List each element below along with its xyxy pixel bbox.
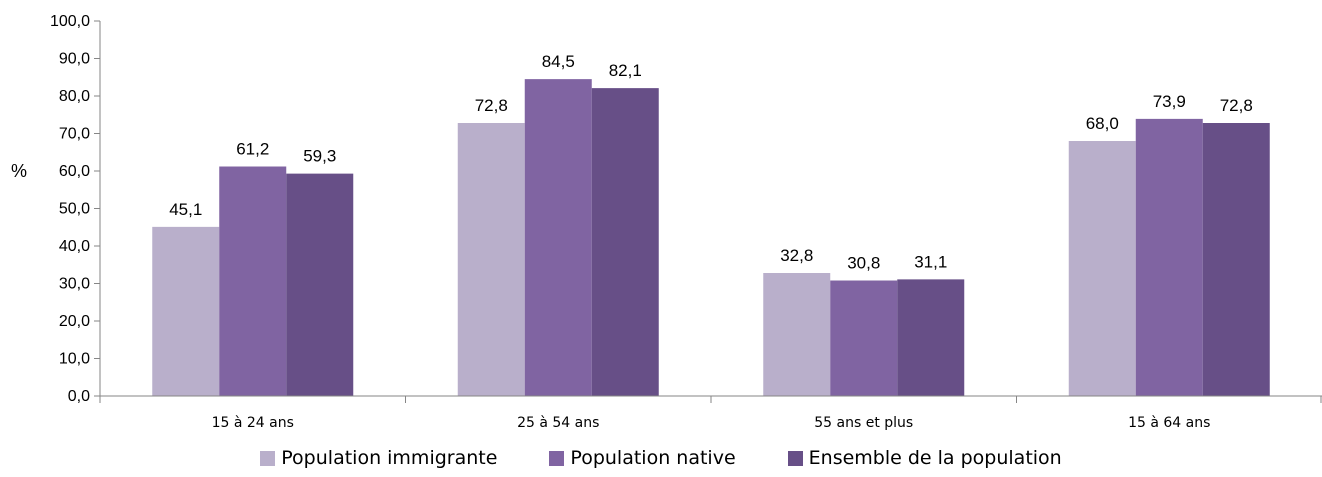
bar	[763, 273, 831, 396]
y-tick-label: 70,0	[59, 126, 90, 143]
bar	[897, 279, 965, 396]
value-label: 32,8	[780, 246, 813, 265]
bar-series	[152, 79, 1270, 396]
bar-chart: % 0,0 10,0 20,0 30,0 40,0 50,0 60,0 70,0 80,0 90,…	[11, 13, 1322, 431]
value-label: 31,1	[914, 252, 947, 271]
value-label: 30,8	[847, 254, 880, 273]
x-category-label: 55 ans et plus	[814, 415, 913, 431]
legend-label: Population native	[570, 447, 736, 469]
y-axis-ticks: 0,0 10,0 20,0 30,0 40,0 50,0 60,0 70,0 80,0 90,0 1…	[50, 13, 100, 405]
y-tick-label: 90,0	[59, 51, 90, 68]
bar	[457, 123, 525, 396]
y-tick-label: 30,0	[59, 276, 90, 293]
legend: Population immigrante Population native En…	[0, 447, 1322, 469]
bar	[591, 88, 659, 396]
value-label: 68,0	[1086, 114, 1119, 133]
legend-item: Population immigrante	[260, 447, 497, 469]
value-label: 84,5	[542, 52, 575, 71]
x-category-label: 15 à 24 ans	[212, 415, 294, 431]
y-tick-label: 100,0	[50, 13, 90, 30]
x-axis-categories: 15 à 24 ans 25 à 54 ans 55 ans et plus 15 à…	[99, 396, 1322, 431]
value-label: 73,9	[1153, 92, 1186, 111]
legend-swatch	[260, 450, 276, 466]
legend-swatch	[787, 450, 803, 466]
value-label: 82,1	[609, 61, 642, 80]
y-tick-label: 0,0	[68, 388, 90, 405]
y-tick-label: 50,0	[59, 201, 90, 218]
x-category-label: 15 à 64 ans	[1128, 415, 1210, 431]
value-label: 59,3	[303, 147, 336, 166]
axes	[99, 21, 1322, 397]
value-label: 72,8	[1220, 96, 1253, 115]
y-tick-label: 20,0	[59, 313, 90, 330]
bar	[152, 226, 220, 396]
x-category-label: 25 à 54 ans	[517, 415, 599, 431]
y-tick-label: 80,0	[59, 88, 90, 105]
y-tick-label: 10,0	[59, 351, 90, 368]
value-label: 61,2	[236, 140, 269, 159]
bar	[1135, 118, 1203, 396]
legend-label: Ensemble de la population	[808, 447, 1062, 469]
value-labels: 45,1 61,2 59,3 72,8 84,5 82,1 32,8 30,8 31,1 68,0…	[169, 52, 1253, 272]
legend-label: Population immigrante	[281, 447, 498, 469]
y-axis-label: %	[11, 161, 27, 181]
bar	[286, 173, 354, 396]
bar	[830, 280, 898, 396]
value-label: 72,8	[475, 96, 508, 115]
bar	[1202, 123, 1270, 396]
legend-item: Ensemble de la population	[787, 447, 1062, 469]
bar	[219, 166, 287, 396]
legend-swatch	[549, 450, 565, 466]
bar	[1068, 141, 1136, 396]
bar	[524, 79, 592, 396]
y-tick-label: 60,0	[59, 163, 90, 180]
legend-item: Population native	[549, 447, 736, 469]
value-label: 45,1	[169, 200, 202, 219]
y-tick-label: 40,0	[59, 238, 90, 255]
